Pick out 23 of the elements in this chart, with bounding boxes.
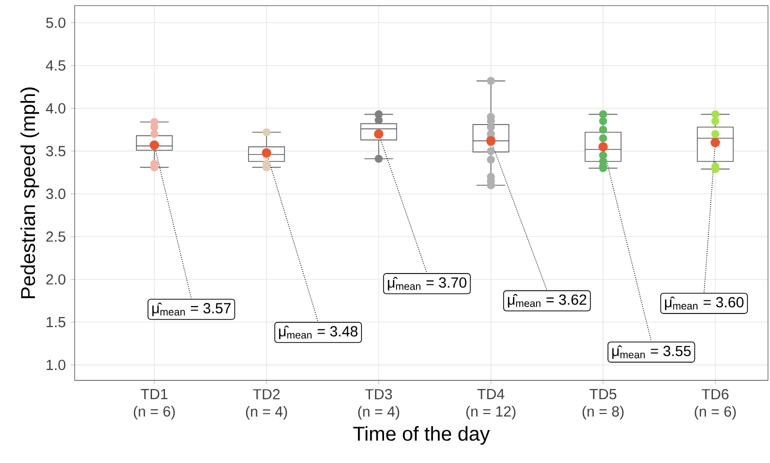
x-tick-label: TD1 (n = 6) — [134, 389, 175, 420]
x-tick-label: TD2 (n = 4) — [246, 389, 287, 420]
annotation: μ̂$_{mean}$ = 3.62 — [508, 294, 586, 308]
y-tick-label: 2.0 — [46, 274, 66, 285]
annotation: μ̂$_{mean}$ = 3.48 — [279, 326, 358, 340]
y-axis-title: Pedestrian speed (mph) — [20, 88, 40, 298]
y-tick-label: 2.5 — [46, 231, 66, 242]
y-tick-label: 4.5 — [46, 60, 66, 71]
annotation: μ̂$_{mean}$ = 3.55 — [612, 345, 691, 359]
x-tick-label: TD5 (n = 8) — [582, 389, 624, 420]
x-tick-label: TD3 (n = 4) — [358, 389, 400, 420]
x-tick-label: TD6 (n = 6) — [694, 389, 736, 420]
annotation: μ̂$_{mean}$ = 3.70 — [388, 276, 466, 290]
y-tick-label: 5.0 — [46, 18, 66, 28]
annotation: μ̂$_{mean}$ = 3.60 — [665, 296, 744, 310]
x-tick-label: TD4 (n = 12) — [466, 389, 516, 420]
y-tick-label: 4.0 — [46, 103, 66, 114]
y-tick-label: 3.5 — [46, 146, 66, 156]
y-tick-label: 1.0 — [46, 360, 66, 370]
y-tick-label: 3.0 — [46, 188, 66, 200]
x-axis-title: Time of the day — [353, 426, 490, 445]
y-tick-label: 1.5 — [46, 317, 66, 328]
annotation: μ̂$_{mean}$ = 3.57 — [152, 302, 231, 316]
